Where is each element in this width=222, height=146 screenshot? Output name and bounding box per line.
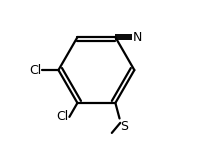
Text: S: S (120, 120, 128, 133)
Text: Cl: Cl (29, 64, 42, 77)
Text: N: N (133, 31, 143, 44)
Text: Cl: Cl (56, 110, 69, 123)
